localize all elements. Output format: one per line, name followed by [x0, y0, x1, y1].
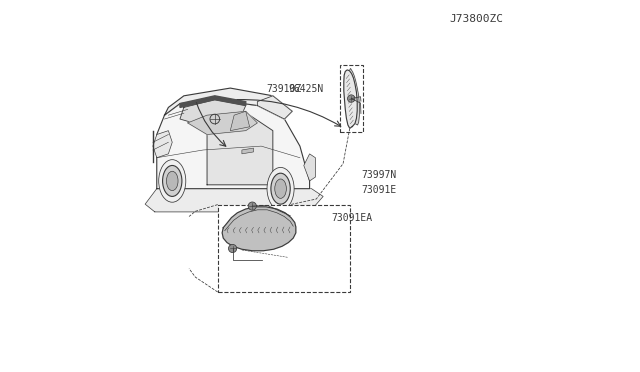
Text: 73091E: 73091E — [361, 185, 396, 195]
Ellipse shape — [166, 171, 178, 190]
Polygon shape — [344, 70, 357, 128]
Ellipse shape — [159, 160, 186, 202]
Bar — [340, 65, 363, 132]
Polygon shape — [230, 111, 250, 131]
Polygon shape — [188, 111, 257, 135]
Polygon shape — [257, 96, 292, 119]
Text: 96425N: 96425N — [289, 84, 324, 94]
Polygon shape — [304, 154, 316, 181]
Polygon shape — [153, 131, 172, 158]
Polygon shape — [164, 88, 292, 119]
Circle shape — [248, 202, 257, 210]
Polygon shape — [207, 115, 273, 185]
Polygon shape — [180, 96, 246, 108]
Circle shape — [228, 244, 237, 253]
Bar — [218, 205, 349, 292]
Text: 73910Z: 73910Z — [266, 84, 301, 94]
Text: J73800ZC: J73800ZC — [449, 14, 503, 23]
Ellipse shape — [267, 167, 294, 210]
Text: 73997N: 73997N — [361, 170, 396, 180]
Polygon shape — [180, 100, 246, 127]
Ellipse shape — [163, 166, 182, 196]
Text: 73091EA: 73091EA — [331, 213, 372, 222]
Polygon shape — [145, 189, 323, 212]
Ellipse shape — [275, 179, 286, 198]
Circle shape — [348, 95, 355, 102]
Polygon shape — [349, 68, 360, 125]
Polygon shape — [157, 100, 310, 189]
Polygon shape — [222, 207, 296, 251]
Ellipse shape — [271, 173, 291, 204]
Polygon shape — [242, 148, 253, 154]
